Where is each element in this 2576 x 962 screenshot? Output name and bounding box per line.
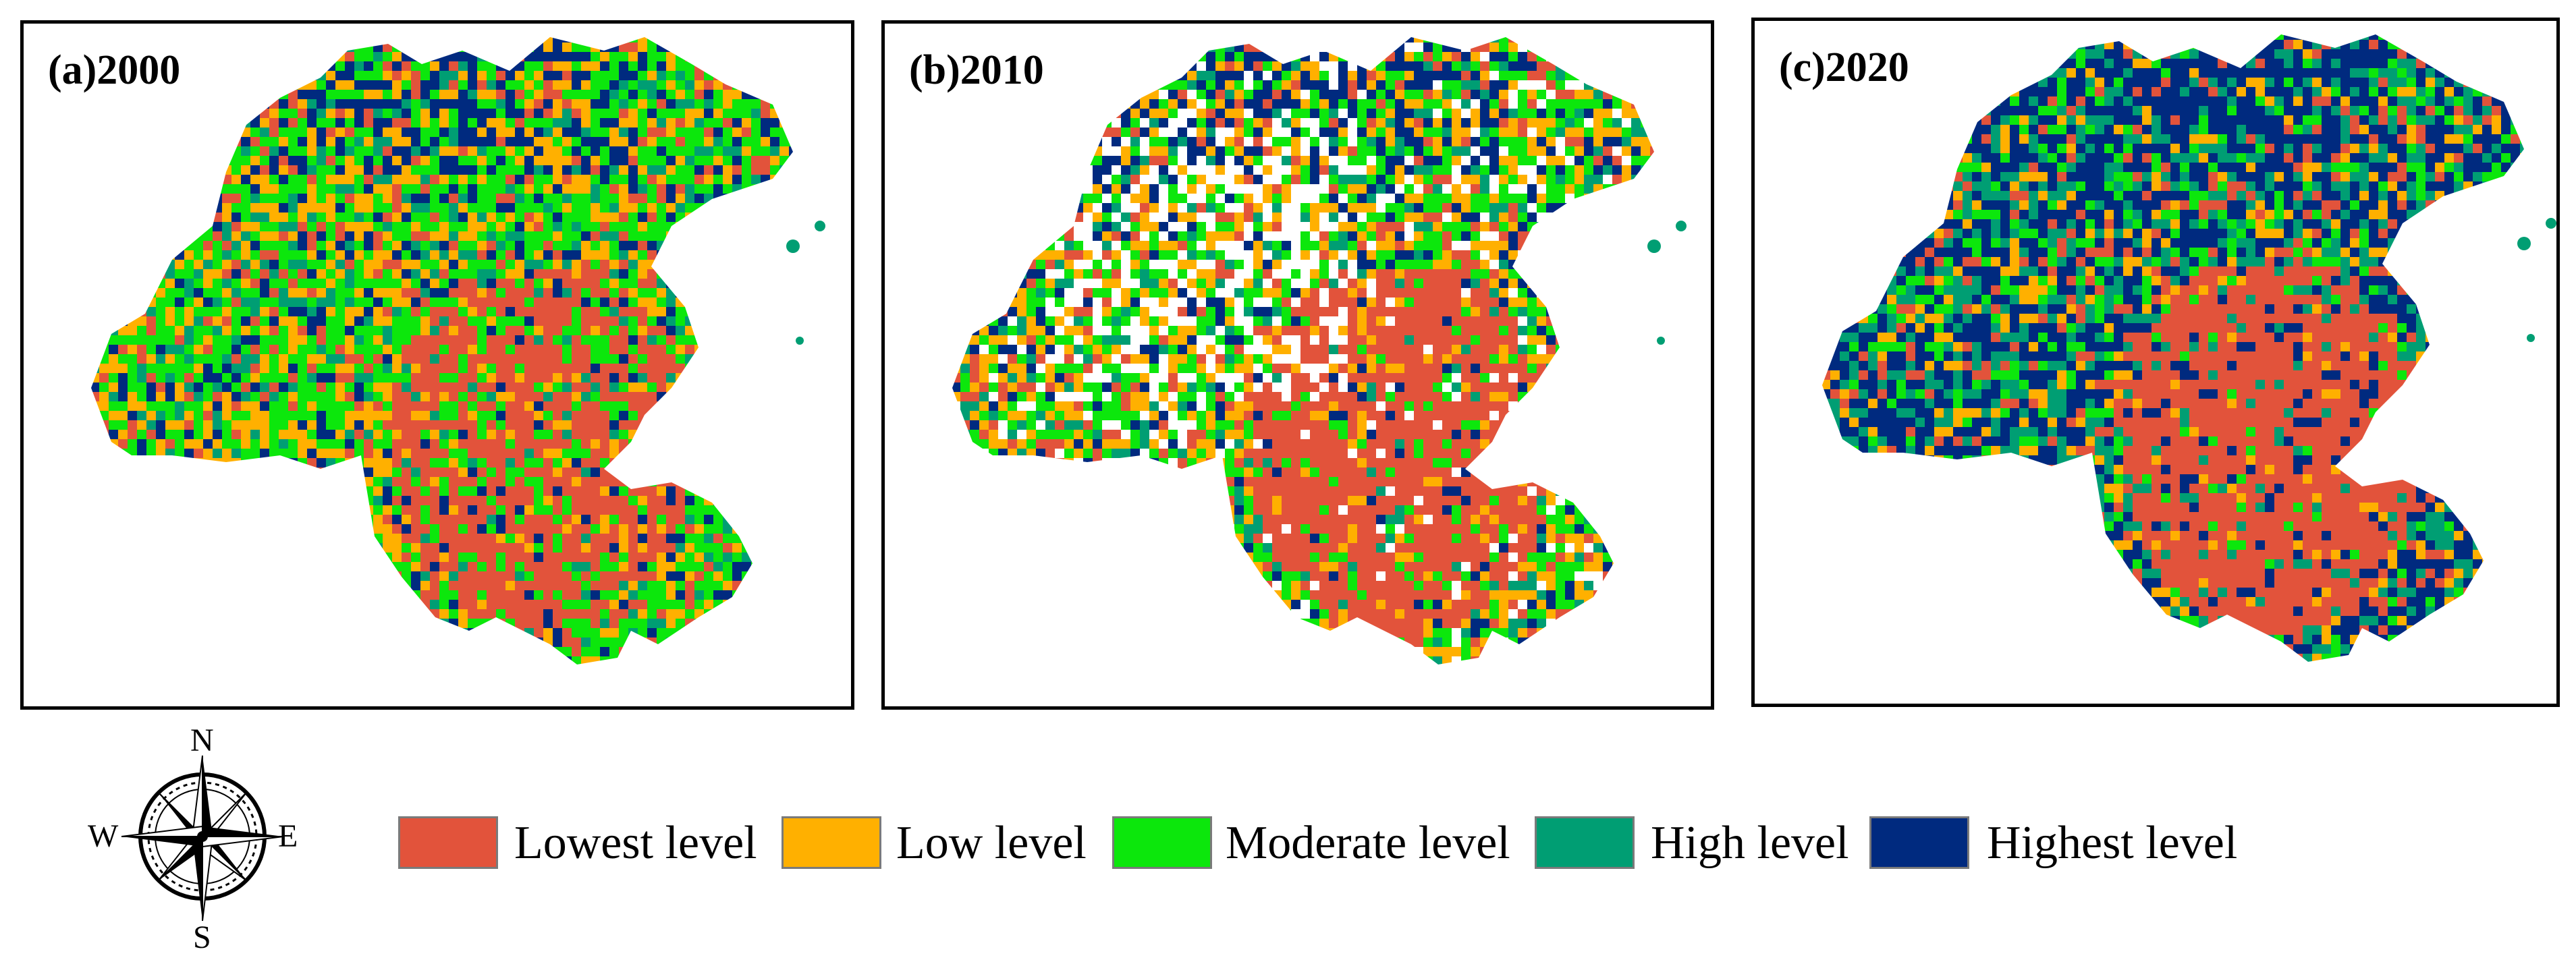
panel-label-2020: (c)2020 (1779, 45, 1909, 90)
compass-north-label: N (190, 723, 214, 758)
map-panel-2010: (b)2010 (881, 20, 1714, 710)
legend-swatch-highest (1869, 816, 1969, 869)
panel-label-2000: (a)2000 (48, 47, 181, 93)
legend-swatch-low (782, 816, 881, 869)
map-panel-2000: (a)2000 (20, 20, 854, 710)
legend-label-moderate: Moderate level (1226, 817, 1510, 869)
legend-swatch-moderate (1112, 816, 1212, 869)
map-2020 (1822, 34, 2556, 662)
compass-rose: N S E W (88, 723, 317, 955)
panel-label-2010: (b)2010 (909, 47, 1044, 93)
compass-south-label: S (193, 919, 211, 955)
legend-label-low: Low level (896, 817, 1087, 869)
compass-east-label: E (278, 818, 298, 854)
map-panel-2020: (c)2020 (1751, 18, 2560, 707)
legend-swatch-high (1535, 816, 1635, 869)
map-2010 (952, 37, 1687, 664)
compass-west-label: W (88, 818, 119, 854)
legend-label-lowest: Lowest level (514, 817, 757, 869)
compass-rose-icon (121, 755, 284, 922)
legend-label-high: High level (1651, 817, 1849, 869)
legend-swatch-lowest (398, 816, 498, 869)
legend-label-highest: Highest level (1987, 817, 2238, 869)
map-2000 (91, 37, 825, 664)
